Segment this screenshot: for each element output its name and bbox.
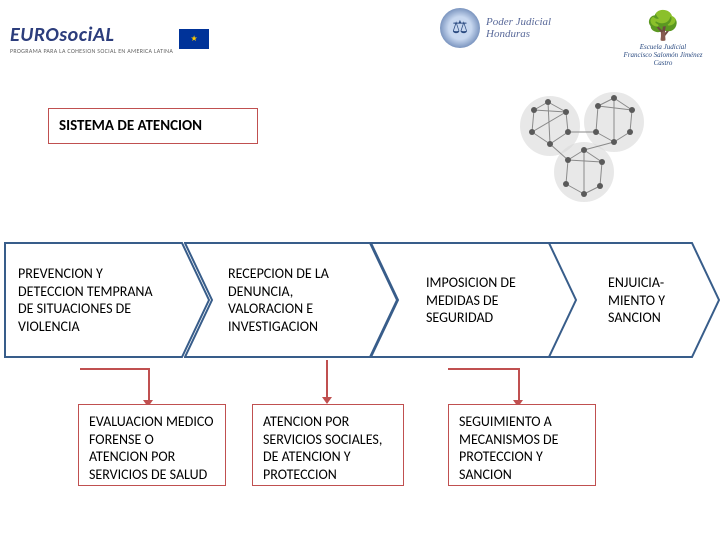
school-line1: Escuela Judicial	[618, 43, 708, 51]
bottom-box-row: EVALUACION MEDICO FORENSE O ATENCION POR…	[0, 404, 720, 494]
diagram-title: SISTEMA DE ATENCION	[48, 108, 258, 144]
school-line2: Francisco Salomón Jiménez Castro	[618, 51, 708, 67]
process-chevron-0: PREVENCION Y DETECCION TEMPRANA DE SITUA…	[4, 242, 210, 358]
shield-icon	[440, 8, 480, 48]
pj-line2: Honduras	[486, 28, 551, 40]
support-box-2: SEGUIMIENTO A MECANISMOS DE PROTECCION Y…	[448, 404, 596, 486]
process-chevron-3: ENJUICIA-MIENTO Y SANCION	[548, 242, 720, 358]
eu-flag-icon	[179, 29, 209, 49]
eurosocial-subtitle: PROGRAMA PARA LA COHESION SOCIAL EN AMER…	[10, 47, 173, 55]
network-graph-icon	[510, 92, 660, 212]
process-chevron-1: RECEPCION DE LA DENUNCIA, VALORACION E I…	[184, 242, 398, 358]
poder-judicial-logo: Poder Judicial Honduras	[440, 8, 551, 48]
eurosocial-logo: EUROsociAL PROGRAMA PARA LA COHESION SOC…	[10, 23, 173, 55]
chevron-label-1: RECEPCION DE LA DENUNCIA, VALORACION E I…	[228, 265, 356, 335]
eurosocial-brand: EUROsociAL	[10, 23, 173, 47]
escuela-judicial-logo: 🌳 Escuela Judicial Francisco Salomón Jim…	[618, 8, 708, 67]
arrow-elbow-1	[80, 368, 150, 401]
arrow-down-2	[326, 360, 328, 398]
pj-line1: Poder Judicial	[486, 16, 551, 28]
tree-icon: 🌳	[618, 8, 708, 43]
arrow-elbow-3	[448, 368, 520, 401]
poder-judicial-text: Poder Judicial Honduras	[486, 16, 551, 40]
diagram-title-text: SISTEMA DE ATENCION	[59, 117, 202, 135]
chevron-row: PREVENCION Y DETECCION TEMPRANA DE SITUA…	[0, 242, 720, 362]
chevron-label-2: IMPOSICION DE MEDIDAS DE SEGURIDAD	[426, 274, 534, 327]
support-box-1: ATENCION POR SERVICIOS SOCIALES, DE ATEN…	[252, 404, 404, 486]
support-box-0: EVALUACION MEDICO FORENSE O ATENCION POR…	[78, 404, 226, 486]
chevron-label-3: ENJUICIA-MIENTO Y SANCION	[608, 274, 700, 327]
chevron-label-0: PREVENCION Y DETECCION TEMPRANA DE SITUA…	[18, 265, 158, 335]
header-bar: EUROsociAL PROGRAMA PARA LA COHESION SOC…	[0, 0, 720, 78]
